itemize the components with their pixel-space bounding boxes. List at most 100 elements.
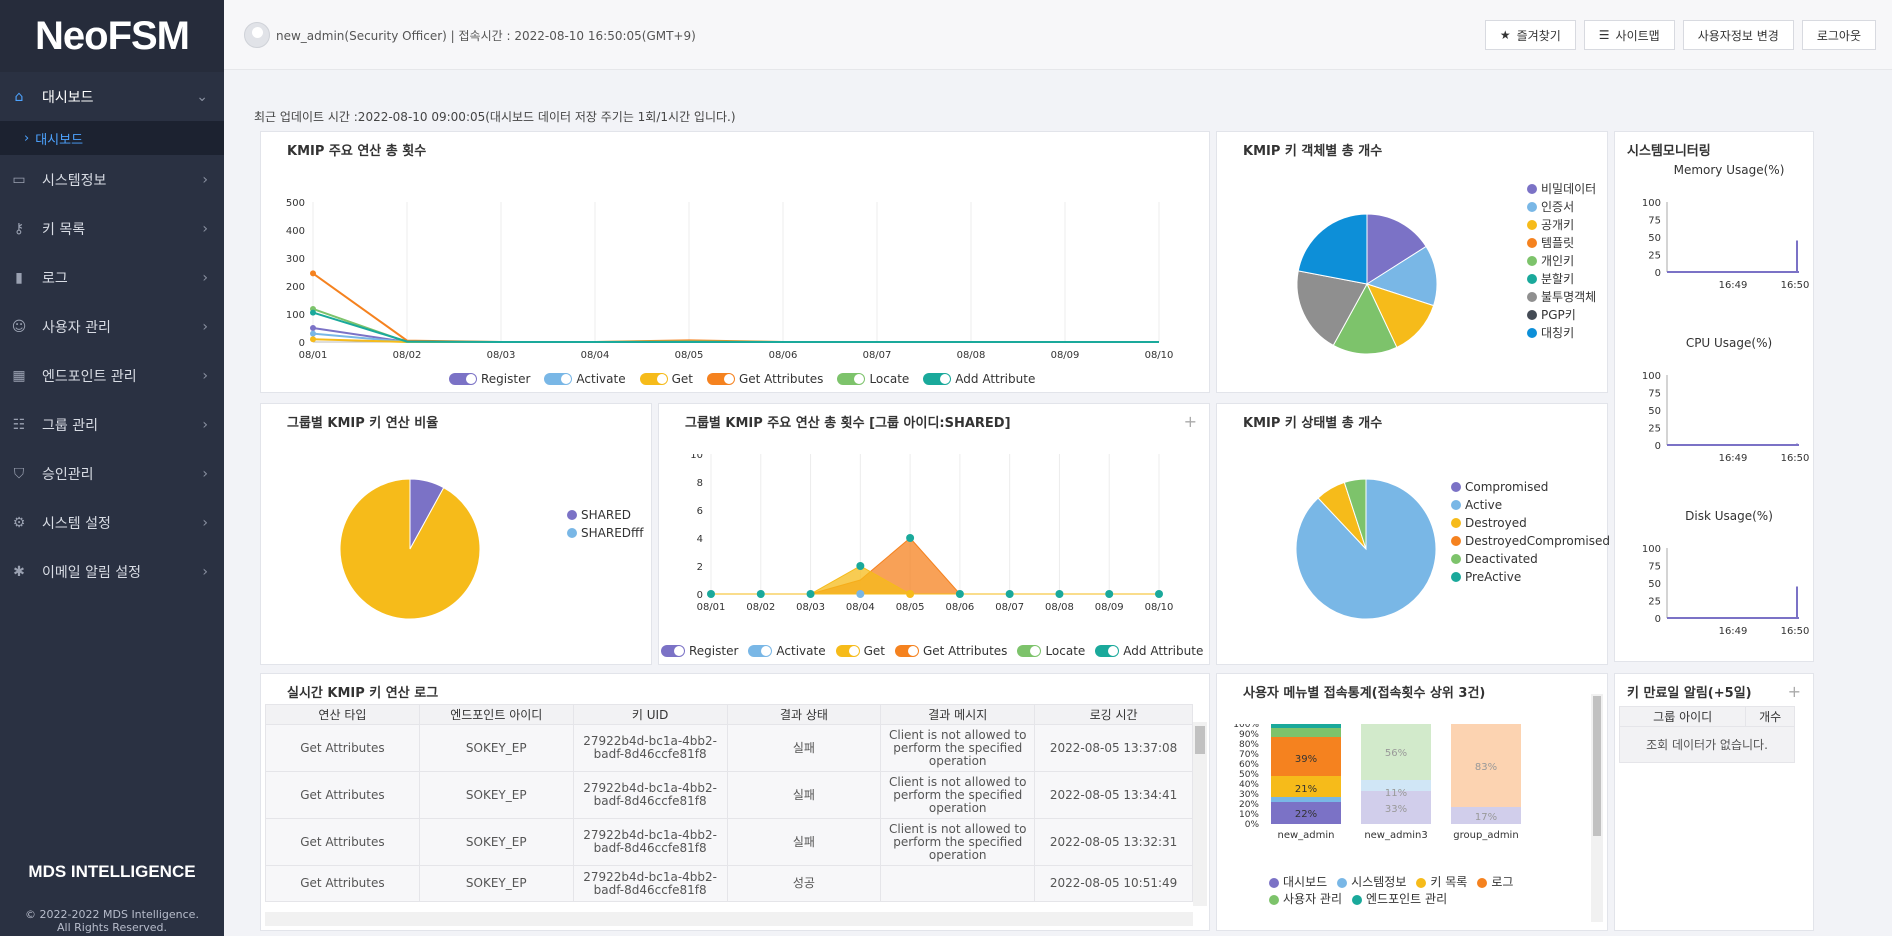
table-hscrollbar[interactable] [265,912,1193,926]
legend-item[interactable]: 시스템정보 [1337,874,1406,891]
legend-toggle[interactable]: Register [661,644,738,658]
legend-toggle[interactable]: Locate [837,372,909,386]
expand-icon[interactable]: + [1183,412,1197,431]
pie-slice [1343,478,1367,550]
sidebar-item-9[interactable]: ✱ 이메일 알림 설정 › [0,547,224,596]
legend-toggle[interactable]: Activate [544,372,626,386]
legend-item[interactable]: 로그 [1477,874,1513,891]
y-tick-label: 50% [1239,770,1259,780]
sitemap-button[interactable]: ☰ 사이트맵 [1583,20,1675,50]
legend-item[interactable]: Deactivated [1451,550,1610,568]
top-header: new_admin(Security Officer) | 접속시간 : 202… [224,0,1892,70]
group-total-area-chart: 0 2 4 6 8 10 08/01 08/02 08/03 08/04 08/05 08/06 08/… [690,454,1173,613]
legend-toggle[interactable]: Add Attribute [923,372,1035,386]
sidebar-item-2[interactable]: ⚷ 키 목록 › [0,204,224,253]
panel-scrollbar[interactable] [1591,694,1603,922]
table-cell: Get Attributes [265,818,420,866]
legend-item[interactable]: Destroyed [1451,514,1610,532]
col-count: 개수 [1745,706,1795,727]
panel-realtime-log: 실시간 KMIP 키 연산 로그 연산 타입 엔드포인트 아이디 키 UID 결과 상… [260,673,1210,931]
data-point [1105,590,1114,598]
legend-toggle[interactable]: Get Attributes [894,644,1007,658]
home-icon: ⌂ [14,88,24,105]
data-point [1005,590,1014,598]
legend-item[interactable]: 대시보드 [1269,874,1327,891]
y-tick-label: 20% [1239,800,1259,810]
table-cell: 성공 [726,865,882,902]
change-user-info-button[interactable]: 사용자정보 변경 [1682,20,1794,50]
table-row[interactable]: Get Attributes SOKEY_EP 27922b4d-bc1a-4bb2… [265,865,1193,902]
series-line [312,327,1159,343]
legend-item[interactable]: SHAREDfff [567,524,644,542]
last-updated-text: 최근 업데이트 시간 :2022-08-10 09:00:05(대시보드 데이터… [254,110,736,124]
sidebar-item-5[interactable]: ▦ 엔드포인트 관리 › [0,351,224,400]
col-header[interactable]: 결과 상태 [726,704,882,725]
sidebar-item-label: 사용자 관리 [42,319,111,336]
legend-item[interactable]: Compromised [1451,478,1610,496]
legend-toggle[interactable]: Get Attributes [706,372,823,386]
sidebar-item-6[interactable]: ☷ 그룹 관리 › [0,400,224,449]
table-cell: 2022-08-05 13:37:08 [1034,724,1193,772]
x-tick-label: group_admin [1453,830,1518,841]
sidebar-item-7[interactable]: ⛉ 승인관리 › [0,449,224,498]
app-logo[interactable]: NeoFSM [0,0,224,72]
shield-icon: ⛉ [13,465,25,482]
table-row[interactable]: Get Attributes SOKEY_EP 27922b4d-bc1a-4bb2… [265,724,1193,772]
legend-item[interactable]: 불투명객체 [1527,288,1596,306]
logout-button[interactable]: 로그아웃 [1801,20,1876,50]
x-tick-label: 08/07 [863,350,892,361]
legend-item[interactable]: 비밀데이터 [1527,180,1596,198]
chart-title: CPU Usage(%) [1686,336,1772,350]
col-header[interactable]: 엔드포인트 아이디 [418,704,574,725]
data-point [1155,590,1163,598]
legend-toggle[interactable]: Locate [1017,644,1085,658]
legend-item[interactable]: 인증서 [1527,198,1596,216]
legend-item[interactable]: 엔드포인트 관리 [1352,891,1447,908]
star-icon: ★ [1499,28,1511,42]
y-tick-label: 500 [286,198,305,209]
copyright: © 2022-2022 MDS Intelligence. All Rights… [25,908,199,934]
y-tick-label: 400 [286,226,305,237]
col-header[interactable]: 결과 메시지 [880,704,1036,725]
y-tick-label: 60% [1239,760,1259,770]
expand-icon[interactable]: + [1787,682,1801,701]
key-icon: ⚷ [13,220,25,237]
legend-item[interactable]: 사용자 관리 [1269,891,1342,908]
legend-item[interactable]: SHARED [567,506,644,524]
sidebar-item-3[interactable]: ▮ 로그 › [0,253,224,302]
legend-item[interactable]: PGP키 [1527,306,1596,324]
favorites-button[interactable]: ★ 즐겨찾기 [1484,20,1576,50]
col-header[interactable]: 로깅 시간 [1034,704,1193,725]
col-header[interactable]: 연산 타입 [265,704,420,725]
submenu-dashboard[interactable]: › 대시보드 [0,121,224,155]
table-row[interactable]: Get Attributes SOKEY_EP 27922b4d-bc1a-4bb2… [265,771,1193,819]
pie-slice [1365,245,1438,307]
legend-item[interactable]: 분할키 [1527,270,1596,288]
legend-item[interactable]: DestroyedCompromised [1451,532,1610,550]
legend-item[interactable]: 대칭키 [1527,324,1596,342]
legend-item[interactable]: 키 목록 [1416,874,1467,891]
legend-toggle[interactable]: Activate [748,644,826,658]
legend-toggle[interactable]: Get [639,372,693,386]
legend-item[interactable]: 공개키 [1527,216,1596,234]
col-header[interactable]: 키 UID [572,704,728,725]
table-cell: 실패 [726,818,882,866]
legend-toggle[interactable]: Add Attribute [1095,644,1203,658]
legend-item[interactable]: 템플릿 [1527,234,1596,252]
legend-item[interactable]: PreActive [1451,568,1610,586]
table-scrollbar[interactable] [1193,722,1207,906]
y-tick-label: 75 [1648,216,1661,227]
legend-item[interactable]: 개인키 [1527,252,1596,270]
legend-toggle[interactable]: Get [835,644,885,658]
sidebar-item-0[interactable]: ⌂ 대시보드 ⌄ [0,72,224,121]
data-point [310,325,316,331]
sidebar-item-4[interactable]: ☺ 사용자 관리 › [0,302,224,351]
x-tick-label: 16:49 [1719,453,1748,464]
y-tick-label: 30% [1239,790,1259,800]
legend-item[interactable]: Active [1451,496,1610,514]
bar-label: 21% [1295,784,1317,795]
sidebar-item-1[interactable]: ▭ 시스템정보 › [0,155,224,204]
sidebar-item-8[interactable]: ⚙ 시스템 설정 › [0,498,224,547]
legend-toggle[interactable]: Register [449,372,530,386]
table-row[interactable]: Get Attributes SOKEY_EP 27922b4d-bc1a-4bb2… [265,818,1193,866]
